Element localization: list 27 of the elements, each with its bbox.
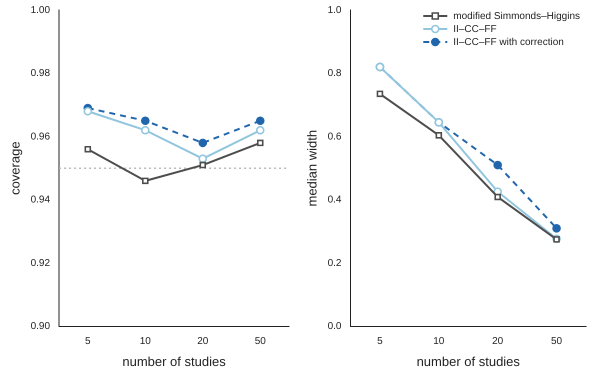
y-tick-label: 0.4: [328, 194, 342, 206]
y-tick-label: 0.94: [30, 194, 50, 206]
y-axis-title: median width: [304, 130, 320, 207]
legend-label: modified Simmonds–Higgins: [453, 10, 580, 22]
y-tick-label: 0.90: [30, 321, 50, 332]
x-tick-label: 20: [492, 336, 504, 348]
y-tick-label: 0.6: [328, 131, 342, 142]
y-tick-label: 1.00: [30, 4, 50, 16]
x-tick-label: 5: [85, 336, 92, 348]
x-tick-label: 20: [197, 336, 209, 348]
y-tick-label: 0.2: [328, 258, 342, 269]
y-tick-label: 0.92: [30, 258, 50, 269]
x-tick-label: 50: [254, 336, 266, 348]
y-tick-label: 0.8: [328, 68, 342, 80]
y-tick-label: 0.98: [30, 68, 50, 80]
x-tick-label: 5: [377, 336, 384, 348]
legend-label: II–CC–FF with correction: [453, 36, 564, 48]
y-tick-label: 0.96: [30, 131, 50, 142]
y-axis-title: coverage: [7, 141, 22, 195]
y-tick-label: 1.0: [328, 4, 342, 16]
x-tick-label: 50: [551, 336, 563, 348]
x-tick-label: 10: [433, 336, 445, 348]
legend-label: II–CC–FF: [453, 24, 497, 35]
x-tick-label: 10: [140, 336, 152, 348]
y-tick-label: 0.0: [328, 321, 342, 332]
x-axis-title: number of studies: [416, 354, 520, 369]
x-axis-title: number of studies: [122, 354, 226, 369]
